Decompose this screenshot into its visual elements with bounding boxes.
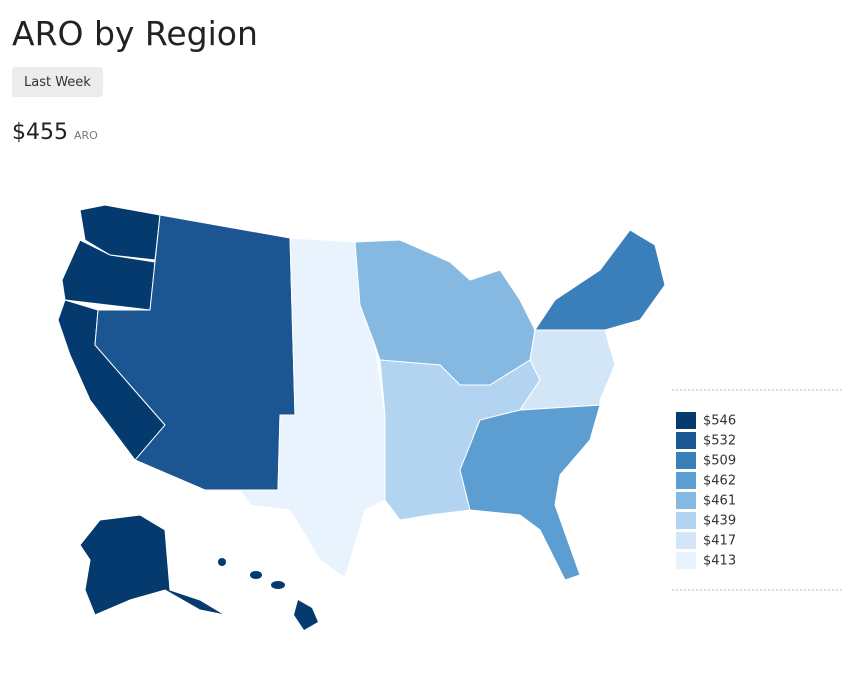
legend-label: $413 bbox=[703, 554, 736, 569]
legend-label: $462 bbox=[703, 474, 736, 489]
legend-swatch bbox=[676, 472, 696, 489]
region bbox=[250, 571, 262, 579]
legend-label: $532 bbox=[703, 434, 736, 449]
region bbox=[459, 404, 601, 581]
metric-value: $455 bbox=[12, 120, 68, 145]
legend-label: $439 bbox=[703, 514, 736, 529]
legend-label: $417 bbox=[703, 534, 736, 549]
region bbox=[519, 329, 616, 411]
region bbox=[534, 229, 666, 331]
metric: $455 ARO bbox=[12, 120, 98, 145]
legend-label: $546 bbox=[703, 414, 736, 429]
legend-label: $461 bbox=[703, 494, 736, 509]
page-title: ARO by Region bbox=[12, 14, 258, 53]
legend-swatch bbox=[676, 532, 696, 549]
legend-label: $509 bbox=[703, 454, 736, 469]
date-filter[interactable]: Last Week bbox=[12, 67, 103, 97]
metric-label: ARO bbox=[74, 129, 98, 142]
legend-swatch bbox=[676, 432, 696, 449]
legend-swatch bbox=[676, 412, 696, 429]
region bbox=[271, 581, 285, 589]
us-map bbox=[57, 204, 666, 630]
legend-swatch bbox=[676, 552, 696, 569]
region bbox=[294, 600, 318, 630]
legend: $546 $532 $509 $462 $461 $439 $417 $413 bbox=[676, 412, 736, 569]
region bbox=[79, 514, 226, 616]
legend-swatch bbox=[676, 452, 696, 469]
region bbox=[218, 558, 226, 566]
legend-swatch bbox=[676, 512, 696, 529]
legend-swatch bbox=[676, 492, 696, 509]
